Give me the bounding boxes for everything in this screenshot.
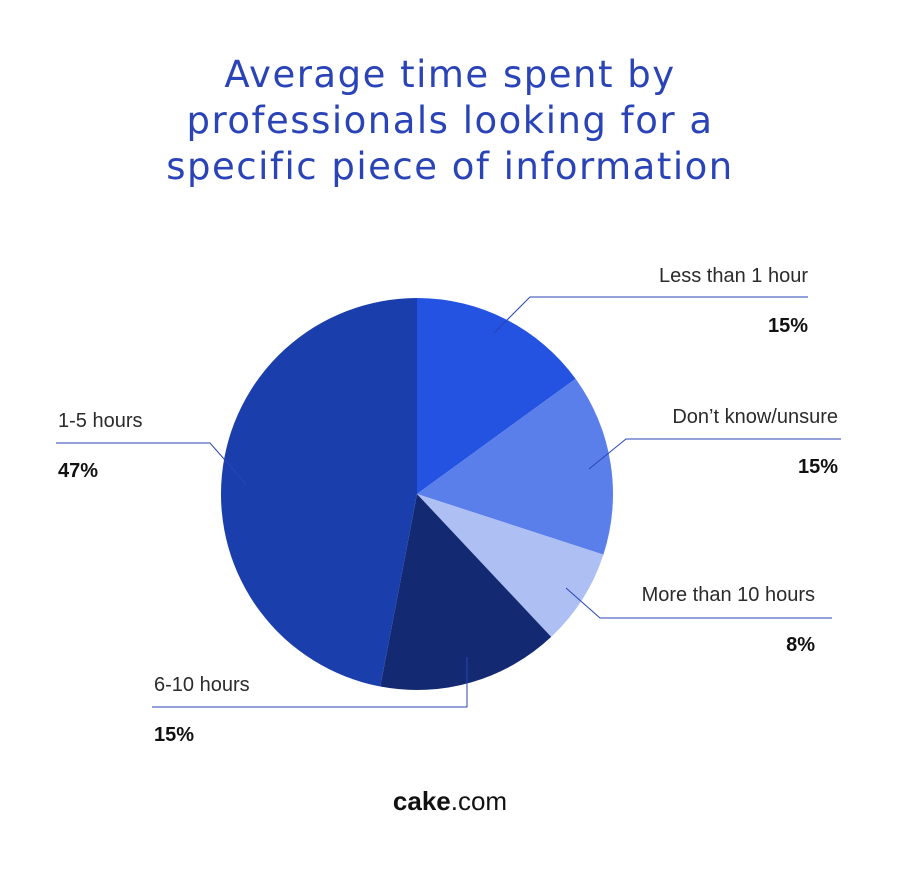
pie-slice-4 <box>380 494 552 691</box>
leader-line-3 <box>565 587 832 619</box>
pie-slice-3 <box>417 494 604 637</box>
leader-line-2 <box>588 438 841 470</box>
chart-title: Average time spent by professionals look… <box>166 53 734 188</box>
pie-slice-1 <box>417 297 576 494</box>
slice-label-3: More than 10 hours <box>642 584 815 606</box>
brand-domain: .com <box>450 786 508 816</box>
slice-value-label-5: 47% <box>58 460 98 482</box>
slice-label-5: 1-5 hours <box>58 410 143 432</box>
brand-name: cake <box>392 786 451 816</box>
brand-logo: cake.com <box>0 786 900 817</box>
slice-label-4: 6-10 hours <box>154 674 250 696</box>
pie-slice-2 <box>417 378 614 555</box>
leader-line-1 <box>493 296 808 334</box>
slice-label-2: Don’t know/unsure <box>672 406 838 428</box>
slice-label-1: Less than 1 hour <box>659 265 808 287</box>
slice-value-label-3: 8% <box>786 634 815 656</box>
slice-value-label-4: 15% <box>154 724 194 746</box>
slice-value-label-1: 15% <box>768 315 808 337</box>
leader-line-4 <box>152 657 468 708</box>
pie-slice-5 <box>220 298 417 687</box>
slice-value-label-2: 15% <box>798 456 838 478</box>
leader-line-5 <box>56 442 247 485</box>
